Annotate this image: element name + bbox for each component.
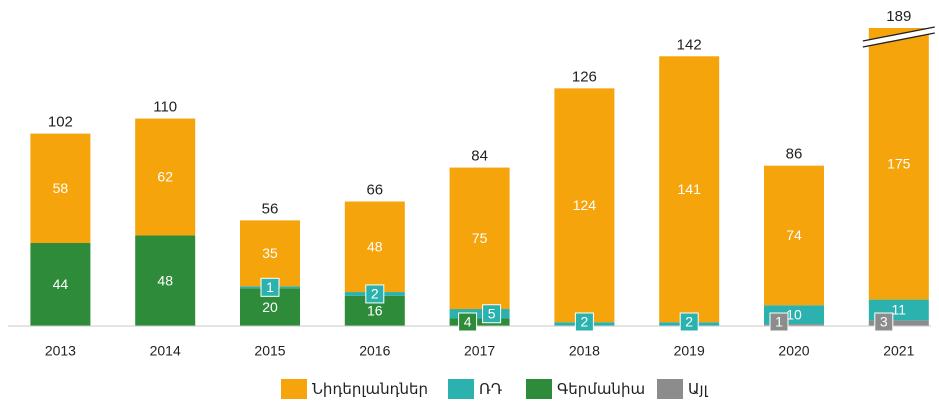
axis-break <box>862 26 935 42</box>
x-tick-label: 2013 <box>45 343 76 359</box>
x-tick-label: 2014 <box>150 343 181 359</box>
legend-swatch <box>657 379 683 399</box>
x-tick-label: 2016 <box>359 343 390 359</box>
total-label: 86 <box>786 146 803 163</box>
data-label: 5 <box>488 305 496 321</box>
total-label: 126 <box>572 68 597 85</box>
data-label: 175 <box>887 156 911 172</box>
bar-segment <box>868 28 929 300</box>
data-label: 3 <box>880 314 888 330</box>
data-label: 58 <box>53 180 69 196</box>
data-label: 62 <box>157 169 173 185</box>
data-label: 48 <box>157 272 173 288</box>
bar-segment <box>30 133 91 244</box>
total-label: 102 <box>48 114 73 131</box>
bar-segment <box>135 118 196 236</box>
bar-segment <box>449 167 510 310</box>
bar-segment <box>868 320 929 326</box>
legend-label: Այլ <box>688 381 709 398</box>
data-label-box <box>365 284 385 304</box>
bars <box>30 28 929 326</box>
bar-segment <box>764 165 824 306</box>
total-label: 56 <box>262 200 279 217</box>
bar-segment <box>449 318 510 326</box>
legend-swatch <box>526 379 552 399</box>
data-label-box <box>679 312 699 332</box>
data-label: 35 <box>262 245 278 261</box>
legend-label: Գերմանիա <box>557 381 645 398</box>
data-label: 2 <box>581 314 589 330</box>
data-label-box <box>874 312 894 332</box>
legend-swatch <box>281 379 307 399</box>
data-label: 1 <box>775 314 783 330</box>
data-label-box <box>769 312 789 332</box>
axis-break <box>862 27 935 47</box>
bar-segment <box>764 324 824 326</box>
bar-segment <box>449 309 510 319</box>
data-label: 48 <box>367 238 383 254</box>
x-tick-label: 2021 <box>883 343 914 359</box>
bar-segment <box>659 56 720 323</box>
data-label: 124 <box>573 197 597 213</box>
data-label: 1 <box>266 279 274 295</box>
bar-segment <box>240 220 300 287</box>
x-tick-label: 2015 <box>254 343 285 359</box>
legend-label: Նիդերլանդներ <box>312 381 428 398</box>
total-label: 110 <box>153 99 177 116</box>
bar-segment <box>135 235 196 326</box>
legend-label: ՌԴ <box>479 381 502 398</box>
data-label: 11 <box>892 302 907 318</box>
bar-segment <box>30 243 91 326</box>
x-tick-label: 2019 <box>674 343 705 359</box>
total-label: 66 <box>366 181 383 198</box>
data-label: 74 <box>786 227 802 243</box>
data-label: 2 <box>371 286 379 302</box>
data-label: 141 <box>678 181 702 197</box>
data-label: 4 <box>464 314 472 330</box>
x-tick-label: 2017 <box>464 343 495 359</box>
data-label-box <box>482 304 502 324</box>
total-label: 142 <box>677 36 702 53</box>
legend-swatch <box>448 379 474 399</box>
total-label: 84 <box>471 148 488 165</box>
data-label-box <box>458 312 478 332</box>
data-label: 16 <box>367 303 383 319</box>
bar-segment <box>344 201 405 293</box>
bar-segment <box>554 88 615 323</box>
data-label: 75 <box>472 230 488 246</box>
data-label: 2 <box>685 314 693 330</box>
axis-break <box>862 32 935 48</box>
data-label: 20 <box>262 299 278 315</box>
data-label-box <box>574 312 594 332</box>
x-tick-label: 2020 <box>778 343 809 359</box>
total-label: 189 <box>886 8 911 25</box>
data-label: 44 <box>53 276 69 292</box>
data-label: 10 <box>786 306 802 322</box>
data-label-box <box>260 277 280 297</box>
x-tick-label: 2018 <box>569 343 600 359</box>
